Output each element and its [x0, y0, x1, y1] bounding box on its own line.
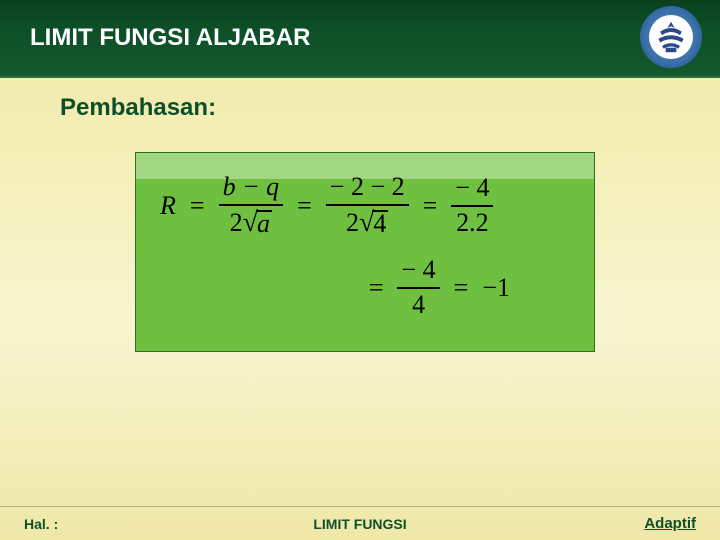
- formula-line-2: = − 4 4 = −1: [160, 256, 570, 319]
- equals-sign: =: [293, 191, 316, 221]
- fraction-4: − 4 4: [397, 256, 439, 319]
- frac2-den-rad: 4: [372, 210, 388, 235]
- content-area: Pembahasan: R = b − q 2√a = − 2 − 2: [0, 78, 720, 352]
- slide: LIMIT FUNGSI ALJABAR Pembahasan:: [0, 0, 720, 540]
- equals-sign: =: [365, 273, 388, 303]
- frac3-num: − 4: [451, 174, 493, 203]
- logo-inner-circle: [649, 15, 693, 59]
- fraction-2: − 2 − 2 2√4: [326, 173, 409, 238]
- frac1-den-lead: 2: [230, 208, 243, 237]
- frac1-den-rad: a: [256, 210, 272, 235]
- frac2-den-lead: 2: [346, 208, 359, 237]
- formula-box: R = b − q 2√a = − 2 − 2 2√4: [135, 152, 595, 352]
- frac1-num: b − q: [223, 172, 280, 201]
- footer-bar: Hal. : LIMIT FUNGSI Adaptif: [0, 506, 720, 540]
- footer-left-text: Hal. :: [24, 516, 58, 532]
- page-title: LIMIT FUNGSI ALJABAR: [30, 24, 310, 52]
- header-bar: LIMIT FUNGSI ALJABAR: [0, 0, 720, 78]
- frac4-den: 4: [408, 291, 429, 320]
- subtitle: Pembahasan:: [60, 94, 670, 122]
- formula: R = b − q 2√a = − 2 − 2 2√4: [136, 153, 594, 330]
- footer-center-text: LIMIT FUNGSI: [313, 516, 406, 532]
- footer-right-link[interactable]: Adaptif: [644, 515, 696, 532]
- fraction-3: − 4 2.2: [451, 174, 493, 237]
- frac3-den: 2.2: [452, 209, 493, 238]
- equals-sign: =: [186, 191, 209, 221]
- formula-line-1: R = b − q 2√a = − 2 − 2 2√4: [160, 173, 570, 238]
- lhs-var: R: [160, 191, 176, 221]
- frac4-num: − 4: [397, 256, 439, 285]
- equals-sign: =: [419, 191, 442, 221]
- frac2-num: − 2 − 2: [326, 173, 409, 202]
- fraction-1: b − q 2√a: [219, 173, 284, 238]
- logo: [640, 6, 702, 68]
- logo-outer-ring: [640, 6, 702, 68]
- logo-emblem-icon: [653, 19, 689, 55]
- equals-sign: =: [450, 273, 473, 303]
- result-value: −1: [482, 273, 510, 303]
